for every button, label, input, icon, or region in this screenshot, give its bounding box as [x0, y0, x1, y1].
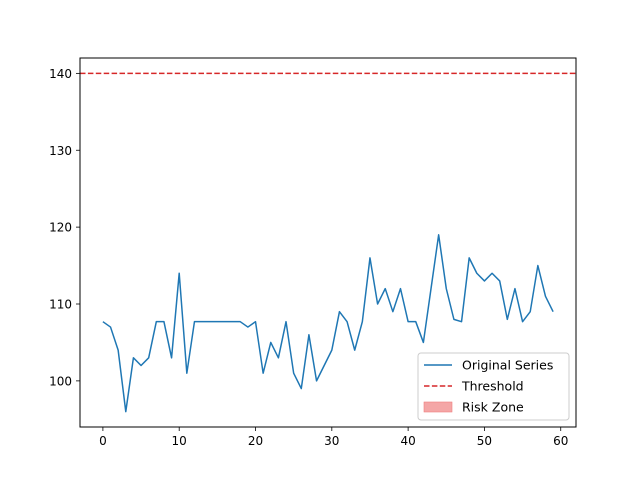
axis-ticks: 0 10 20 30 40 50 60 100 110 120 130 140 [49, 67, 568, 448]
x-tick-label: 20 [248, 434, 263, 448]
legend-label-risk-zone: Risk Zone [462, 400, 524, 415]
series-line-original-series [102, 234, 554, 413]
legend: Original Series Threshold Risk Zone [417, 352, 570, 421]
axes-frame [79, 57, 577, 428]
legend-box [417, 352, 570, 421]
legend-label-original-series: Original Series [462, 358, 553, 373]
y-tick-label: 100 [49, 374, 72, 388]
x-tick-label: 0 [99, 434, 107, 448]
legend-swatch-risk-zone [423, 401, 453, 413]
y-tick-label: 140 [49, 67, 72, 81]
x-tick-label: 40 [400, 434, 415, 448]
x-tick-label: 10 [172, 434, 187, 448]
plot-area [80, 72, 576, 413]
x-tick-label: 60 [553, 434, 568, 448]
y-tick-label: 120 [49, 221, 72, 235]
legend-label-threshold: Threshold [461, 379, 524, 394]
x-tick-label: 30 [324, 434, 339, 448]
y-tick-label: 130 [49, 144, 72, 158]
y-tick-label: 110 [49, 298, 72, 312]
x-tick-label: 50 [477, 434, 492, 448]
